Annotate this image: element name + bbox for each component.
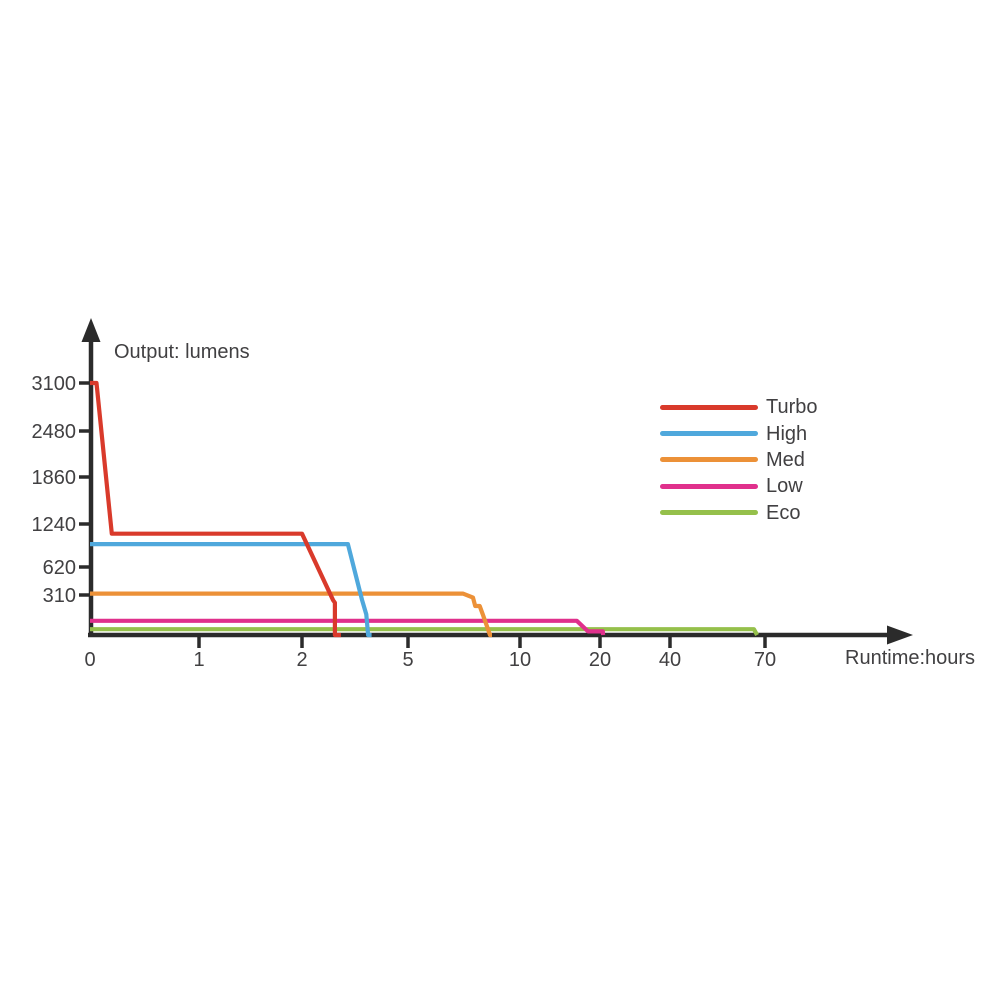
x-tick-label: 70 bbox=[754, 649, 776, 671]
y-axis-title: Output: lumens bbox=[114, 341, 250, 363]
legend: Turbo High Med Low Eco bbox=[660, 394, 818, 526]
legend-label: Med bbox=[766, 448, 805, 471]
legend-label: Eco bbox=[766, 501, 801, 524]
x-axis-title: Runtime:hours bbox=[845, 647, 976, 669]
series-line-med bbox=[90, 591, 493, 638]
series-line-turbo bbox=[90, 380, 341, 638]
series-line-low bbox=[90, 618, 606, 636]
x-tick-label: 20 bbox=[589, 649, 611, 671]
legend-item-high: High bbox=[660, 420, 818, 446]
legend-label: Turbo bbox=[766, 396, 818, 419]
legend-label: High bbox=[766, 422, 808, 445]
y-tick-label: 620 bbox=[43, 557, 76, 579]
x-tick-label: 1 bbox=[193, 649, 204, 671]
x-tick-label: 10 bbox=[509, 649, 531, 671]
x-tick-label: 40 bbox=[659, 649, 681, 671]
y-tick-label: 2480 bbox=[32, 421, 77, 443]
x-tick-label: 2 bbox=[296, 649, 307, 671]
legend-item-low: Low bbox=[660, 473, 818, 499]
y-tick-label: 1860 bbox=[32, 467, 77, 489]
legend-swatch-eco bbox=[660, 510, 758, 516]
y-tick-label: 3100 bbox=[32, 373, 77, 395]
y-tick-label: 1240 bbox=[32, 514, 77, 536]
legend-swatch-med bbox=[660, 457, 758, 463]
y-tick-label: 310 bbox=[43, 585, 76, 607]
legend-swatch-high bbox=[660, 431, 758, 437]
legend-swatch-turbo bbox=[660, 404, 758, 410]
series-line-eco bbox=[90, 627, 759, 637]
x-axis-arrow-icon bbox=[887, 625, 913, 645]
legend-label: Low bbox=[766, 475, 803, 498]
legend-item-med: Med bbox=[660, 447, 818, 473]
y-axis-arrow-icon bbox=[81, 318, 101, 342]
x-tick-label: 0 bbox=[84, 649, 95, 671]
legend-item-turbo: Turbo bbox=[660, 394, 818, 420]
legend-swatch-low bbox=[660, 483, 758, 489]
x-tick-label: 5 bbox=[402, 649, 413, 671]
legend-item-eco: Eco bbox=[660, 500, 818, 526]
